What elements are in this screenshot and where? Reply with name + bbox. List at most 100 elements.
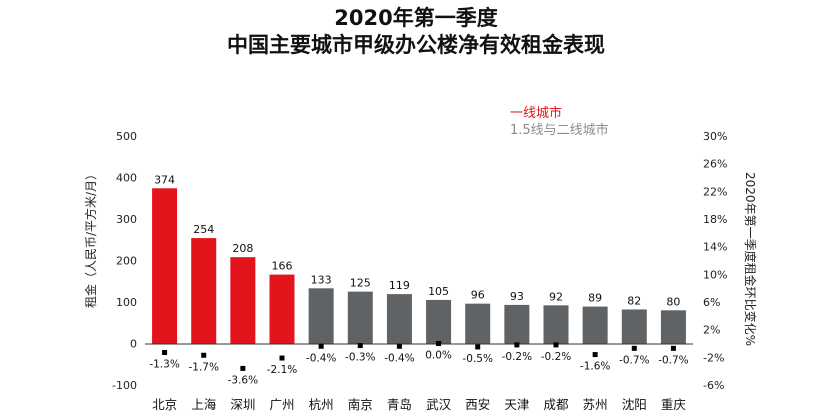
legend-tier1: 一线城市 [510, 105, 562, 121]
change-marker-7 [436, 341, 442, 346]
change-marker-6 [396, 343, 402, 349]
bar-3 [269, 274, 295, 344]
category-label: 沈阳 [622, 397, 647, 412]
change-marker-8 [475, 344, 481, 350]
bar-0 [152, 188, 178, 344]
change-label: -0.7% [658, 354, 688, 366]
change-marker-13 [670, 345, 676, 351]
y2-tick-label: 26% [703, 158, 727, 171]
bar-value-label: 96 [471, 289, 485, 302]
y-tick-label: 300 [116, 213, 137, 226]
category-label: 天津 [504, 397, 529, 412]
y2-tick-label: 30% [703, 130, 727, 143]
change-label: -0.2% [502, 351, 532, 363]
y-tick-label: -100 [112, 379, 137, 392]
category-labels: 北京 上海 深圳 广州 杭州 南京 青岛 武汉 西安 天津 成都 苏州 沈阳 重庆 [152, 397, 686, 412]
category-label: 西安 [465, 397, 490, 412]
change-label: -0.3% [345, 352, 375, 364]
change-marker-4 [318, 343, 324, 349]
y2-tick-label: -2% [703, 351, 724, 364]
bar-10 [543, 305, 569, 344]
y-tick-label: 400 [116, 172, 137, 185]
change-label: -0.2% [541, 351, 571, 363]
change-marker-1 [201, 352, 207, 358]
legend-tier2: 1.5线与二线城市 [510, 122, 609, 138]
change-marker-11 [592, 352, 598, 358]
y2-tick-label: -6% [703, 379, 724, 392]
change-marker-3 [279, 355, 285, 361]
category-label: 上海 [191, 397, 217, 412]
change-marker-9 [514, 342, 520, 348]
category-label: 北京 [152, 397, 177, 412]
bar-value-label: 105 [428, 285, 449, 298]
y2-tick-label: 22% [703, 185, 727, 198]
change-label: -3.6% [228, 374, 258, 386]
category-label: 深圳 [230, 397, 255, 412]
change-label: -0.4% [306, 352, 336, 364]
bar-value-label: 93 [510, 290, 524, 303]
y2-tick-label: 14% [703, 241, 727, 254]
bar-5 [347, 291, 373, 344]
chart-title: 2020年第一季度 [334, 6, 497, 30]
category-label: 重庆 [661, 397, 687, 412]
change-marker-0 [162, 349, 168, 355]
change-label: -0.5% [462, 353, 492, 365]
category-label: 杭州 [309, 397, 334, 412]
bar-2 [230, 257, 256, 344]
change-label: -2.1% [267, 364, 297, 376]
change-label: -1.6% [580, 361, 610, 373]
change-marker-2 [240, 365, 246, 371]
y-axis-title: 租金（人民币/平方米/月） [83, 168, 98, 308]
bar-9 [504, 304, 530, 344]
category-label: 苏州 [583, 397, 608, 412]
change-marker-12 [631, 345, 637, 351]
bar-value-label: 80 [666, 295, 680, 308]
category-label: 武汉 [426, 397, 452, 412]
bar-13 [660, 310, 686, 344]
category-label: 成都 [543, 397, 569, 412]
bar-value-label: 166 [272, 260, 293, 273]
value-labels: 374 254 208 166 133 125 119 105 96 93 92 89 82 80 [154, 173, 680, 308]
y2-tick-label: 10% [703, 268, 727, 281]
change-label: 0.0% [425, 350, 452, 362]
bars [152, 188, 686, 344]
bar-value-label: 254 [193, 223, 214, 236]
bar-value-label: 119 [389, 279, 410, 292]
bar-value-label: 208 [232, 242, 253, 255]
bar-value-label: 133 [311, 273, 332, 286]
y-tick-label: 200 [116, 255, 137, 268]
category-label: 广州 [269, 397, 294, 412]
y2-tick-label: 6% [703, 296, 720, 309]
change-label: -1.7% [188, 361, 218, 373]
bar-value-label: 82 [627, 294, 641, 307]
bar-value-label: 125 [350, 277, 371, 290]
category-label: 青岛 [387, 397, 412, 412]
change-label: -0.4% [384, 352, 414, 364]
y-tick-label: 0 [130, 338, 137, 351]
bar-6 [386, 294, 412, 344]
bar-8 [465, 303, 491, 344]
change-label: -1.3% [149, 358, 179, 370]
y-tick-label: 500 [116, 130, 137, 143]
y-tick-label: 100 [116, 296, 137, 309]
change-label: -0.7% [619, 354, 649, 366]
y2-tick-label: 18% [703, 213, 727, 226]
bar-1 [191, 238, 217, 344]
bar-11 [582, 306, 608, 344]
bar-value-label: 89 [588, 292, 602, 305]
category-label: 南京 [348, 397, 373, 412]
change-labels: -1.3% -1.7%-3.6%-2.1%-0.4% -0.3% -0.4% 0.0% -… [149, 350, 688, 387]
chart-subtitle: 中国主要城市甲级办公楼净有效租金表现 [227, 33, 605, 57]
bar-value-label: 92 [549, 290, 563, 303]
y2-axis-title: 2020年第一季度租金环比变化% [743, 172, 758, 346]
bar-12 [621, 309, 647, 344]
bar-7 [426, 299, 452, 344]
y2-axis-ticks: -6% -2% 2% 6% 10% 14% 18% 22% 26% 30% [703, 130, 727, 392]
change-markers [162, 341, 676, 371]
bar-value-label: 374 [154, 173, 175, 186]
y2-tick-label: 2% [703, 324, 720, 337]
change-marker-5 [357, 343, 363, 349]
change-marker-10 [553, 342, 559, 348]
bar-4 [308, 288, 334, 344]
